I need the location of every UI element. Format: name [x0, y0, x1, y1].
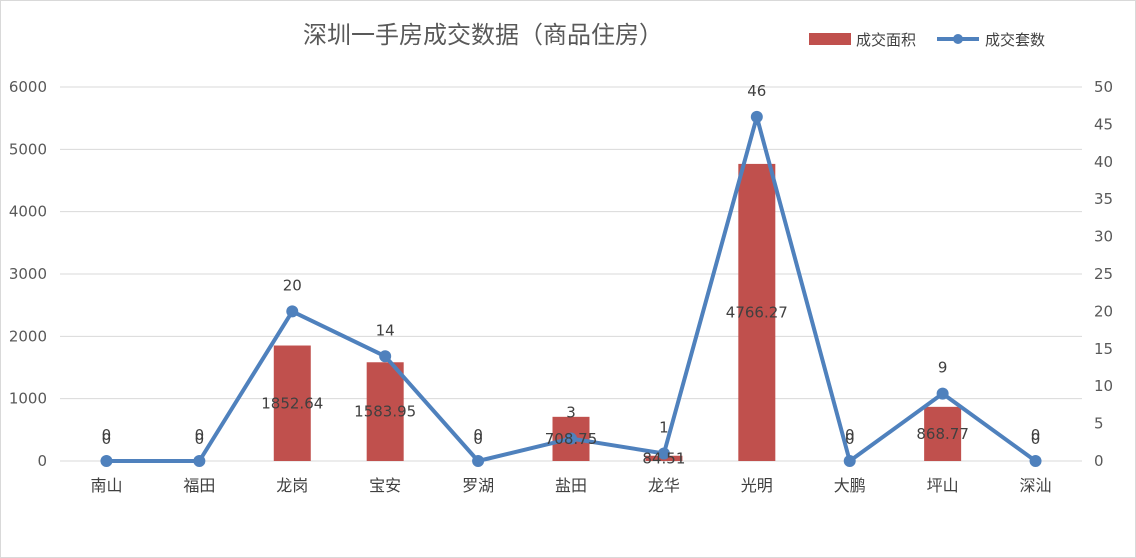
right-axis-tick-label: 20: [1094, 302, 1113, 320]
line-point: [750, 110, 763, 123]
bar: [366, 362, 404, 461]
line-data-label: 14: [376, 321, 395, 339]
line-point: [100, 455, 113, 467]
category-label: 大鹏: [834, 476, 866, 495]
line-data-label: 0: [102, 426, 112, 444]
right-axis-tick-label: 30: [1094, 228, 1113, 246]
bar-data-label: 0: [102, 430, 112, 448]
line-data-label: 0: [845, 426, 855, 444]
left-axis-tick-label: 1000: [9, 390, 47, 408]
bar-series: [273, 163, 962, 461]
bar-data-label: 868.77: [916, 425, 969, 443]
line-data-labels: 0 0 20 14 0 3 1 46 0 9 0: [102, 82, 1041, 444]
legend-bar-swatch: [809, 33, 851, 45]
left-axis-tick-label: 5000: [9, 140, 47, 158]
bar-data-label: 1852.64: [261, 394, 323, 412]
line-data-label: 3: [566, 404, 576, 422]
right-axis-tick-label: 35: [1094, 190, 1113, 208]
category-label: 龙华: [648, 476, 680, 495]
bar-data-label: 4766.27: [726, 303, 788, 321]
line-point: [657, 447, 670, 460]
category-label: 光明: [741, 476, 773, 495]
bar: [738, 163, 776, 461]
category-label: 龙岗: [276, 476, 308, 495]
left-axis-tick-label: 4000: [9, 203, 47, 221]
line-data-label: 9: [938, 359, 948, 377]
category-label: 南山: [90, 476, 122, 495]
legend-line-label: 成交套数: [985, 31, 1045, 49]
gridlines: [60, 86, 1082, 462]
category-label: 盐田: [555, 476, 587, 495]
bar-data-label: 0: [195, 430, 205, 448]
category-label: 福田: [183, 476, 215, 495]
left-axis-ticks: 0 1000 2000 3000 4000 5000 6000: [9, 78, 47, 470]
bar: [924, 406, 962, 461]
category-label: 深汕: [1020, 476, 1052, 495]
line-point: [193, 455, 206, 467]
category-labels: 南山 福田 龙岗 宝安 罗湖 盐田 龙华 光明 大鹏 坪山 深汕: [90, 476, 1051, 495]
right-axis-tick-label: 5: [1094, 415, 1104, 433]
bar-data-label: 0: [845, 430, 855, 448]
right-axis-tick-label: 15: [1094, 340, 1113, 358]
right-axis-tick-label: 25: [1094, 265, 1113, 283]
left-axis-tick-label: 6000: [9, 78, 47, 96]
line-data-label: 0: [195, 426, 205, 444]
line-data-label: 0: [1031, 426, 1041, 444]
line-point: [286, 305, 299, 318]
line-data-label: 46: [747, 82, 766, 100]
line-point: [565, 432, 577, 445]
category-label: 坪山: [927, 476, 959, 495]
right-axis-tick-label: 0: [1094, 452, 1104, 470]
bar-data-label: 708.75: [545, 430, 598, 448]
right-axis-tick-label: 50: [1094, 78, 1113, 96]
category-label: 宝安: [369, 476, 401, 495]
right-axis-tick-label: 40: [1094, 153, 1113, 171]
legend: 成交面积 成交套数: [809, 31, 1045, 49]
bar-data-label: 0: [473, 430, 483, 448]
line-data-label: 1: [659, 419, 669, 437]
left-axis-tick-label: 0: [37, 452, 47, 470]
right-axis-ticks: 0 5 10 15 20 25 30 35 40 45 50: [1094, 78, 1113, 470]
legend-line-marker: [953, 34, 963, 44]
line-point: [1029, 455, 1042, 467]
line-point: [379, 350, 392, 363]
line-point: [936, 387, 949, 400]
category-label: 罗湖: [462, 476, 494, 495]
bar-data-label: 0: [1031, 430, 1041, 448]
right-axis-tick-label: 45: [1094, 115, 1113, 133]
left-axis-tick-label: 3000: [9, 265, 47, 283]
bar-data-label: 1583.95: [354, 403, 416, 421]
right-axis-tick-label: 10: [1094, 377, 1113, 395]
line-data-label: 20: [283, 276, 302, 294]
line-point: [843, 455, 856, 467]
chart-title: 深圳一手房成交数据（商品住房）: [303, 21, 663, 49]
line-point: [472, 455, 485, 467]
legend-bar-label: 成交面积: [856, 31, 916, 49]
line-series: [100, 110, 1042, 467]
line-data-label: 0: [473, 426, 483, 444]
bar: [273, 345, 311, 461]
bar-data-label: 84.51: [642, 449, 685, 467]
left-axis-tick-label: 2000: [9, 327, 47, 345]
